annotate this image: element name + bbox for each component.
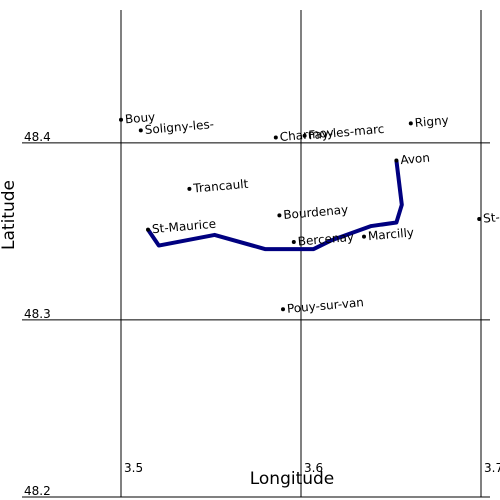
x-tick-label: 3.5 [124,461,143,475]
town-label: Rigny [414,113,449,130]
town-point [281,307,285,312]
y-tick-label: 48.2 [24,484,51,498]
x-tick-label: 3.6 [304,461,323,475]
town-point [187,186,192,191]
town-label: Bercenay [297,230,354,249]
town-label: Charmoy [279,125,334,144]
town-point [277,213,282,218]
town-point [408,121,413,126]
town-label: Bouy [124,110,155,127]
town-point [146,227,150,232]
town-point [291,239,296,244]
town-label: Marcilly [367,225,414,243]
town-point [362,234,366,239]
x-tick-label: 3.7 [484,461,500,475]
town-point [138,128,143,133]
town-label: Soligny-les- [144,117,214,137]
town-point [302,133,307,138]
town-label: Fay-les-marc [308,122,385,143]
town-label: Trancault [192,177,249,196]
y-tick-label: 48.3 [24,307,51,321]
town-point [394,158,399,163]
y-axis-title: Latitude [0,180,19,250]
town-label: Avon [400,151,431,168]
town-label: St- [483,210,500,225]
town-point [273,135,278,140]
x-axis-title: Longitude [250,469,335,489]
town-label: Pouy-sur-van [286,295,364,316]
town-point [119,117,123,122]
route-line [146,160,404,252]
town-point [477,216,482,221]
town-label: Bourdenay [283,202,349,222]
town-label: St-Maurice [151,217,216,237]
y-tick-label: 48.4 [24,130,51,144]
